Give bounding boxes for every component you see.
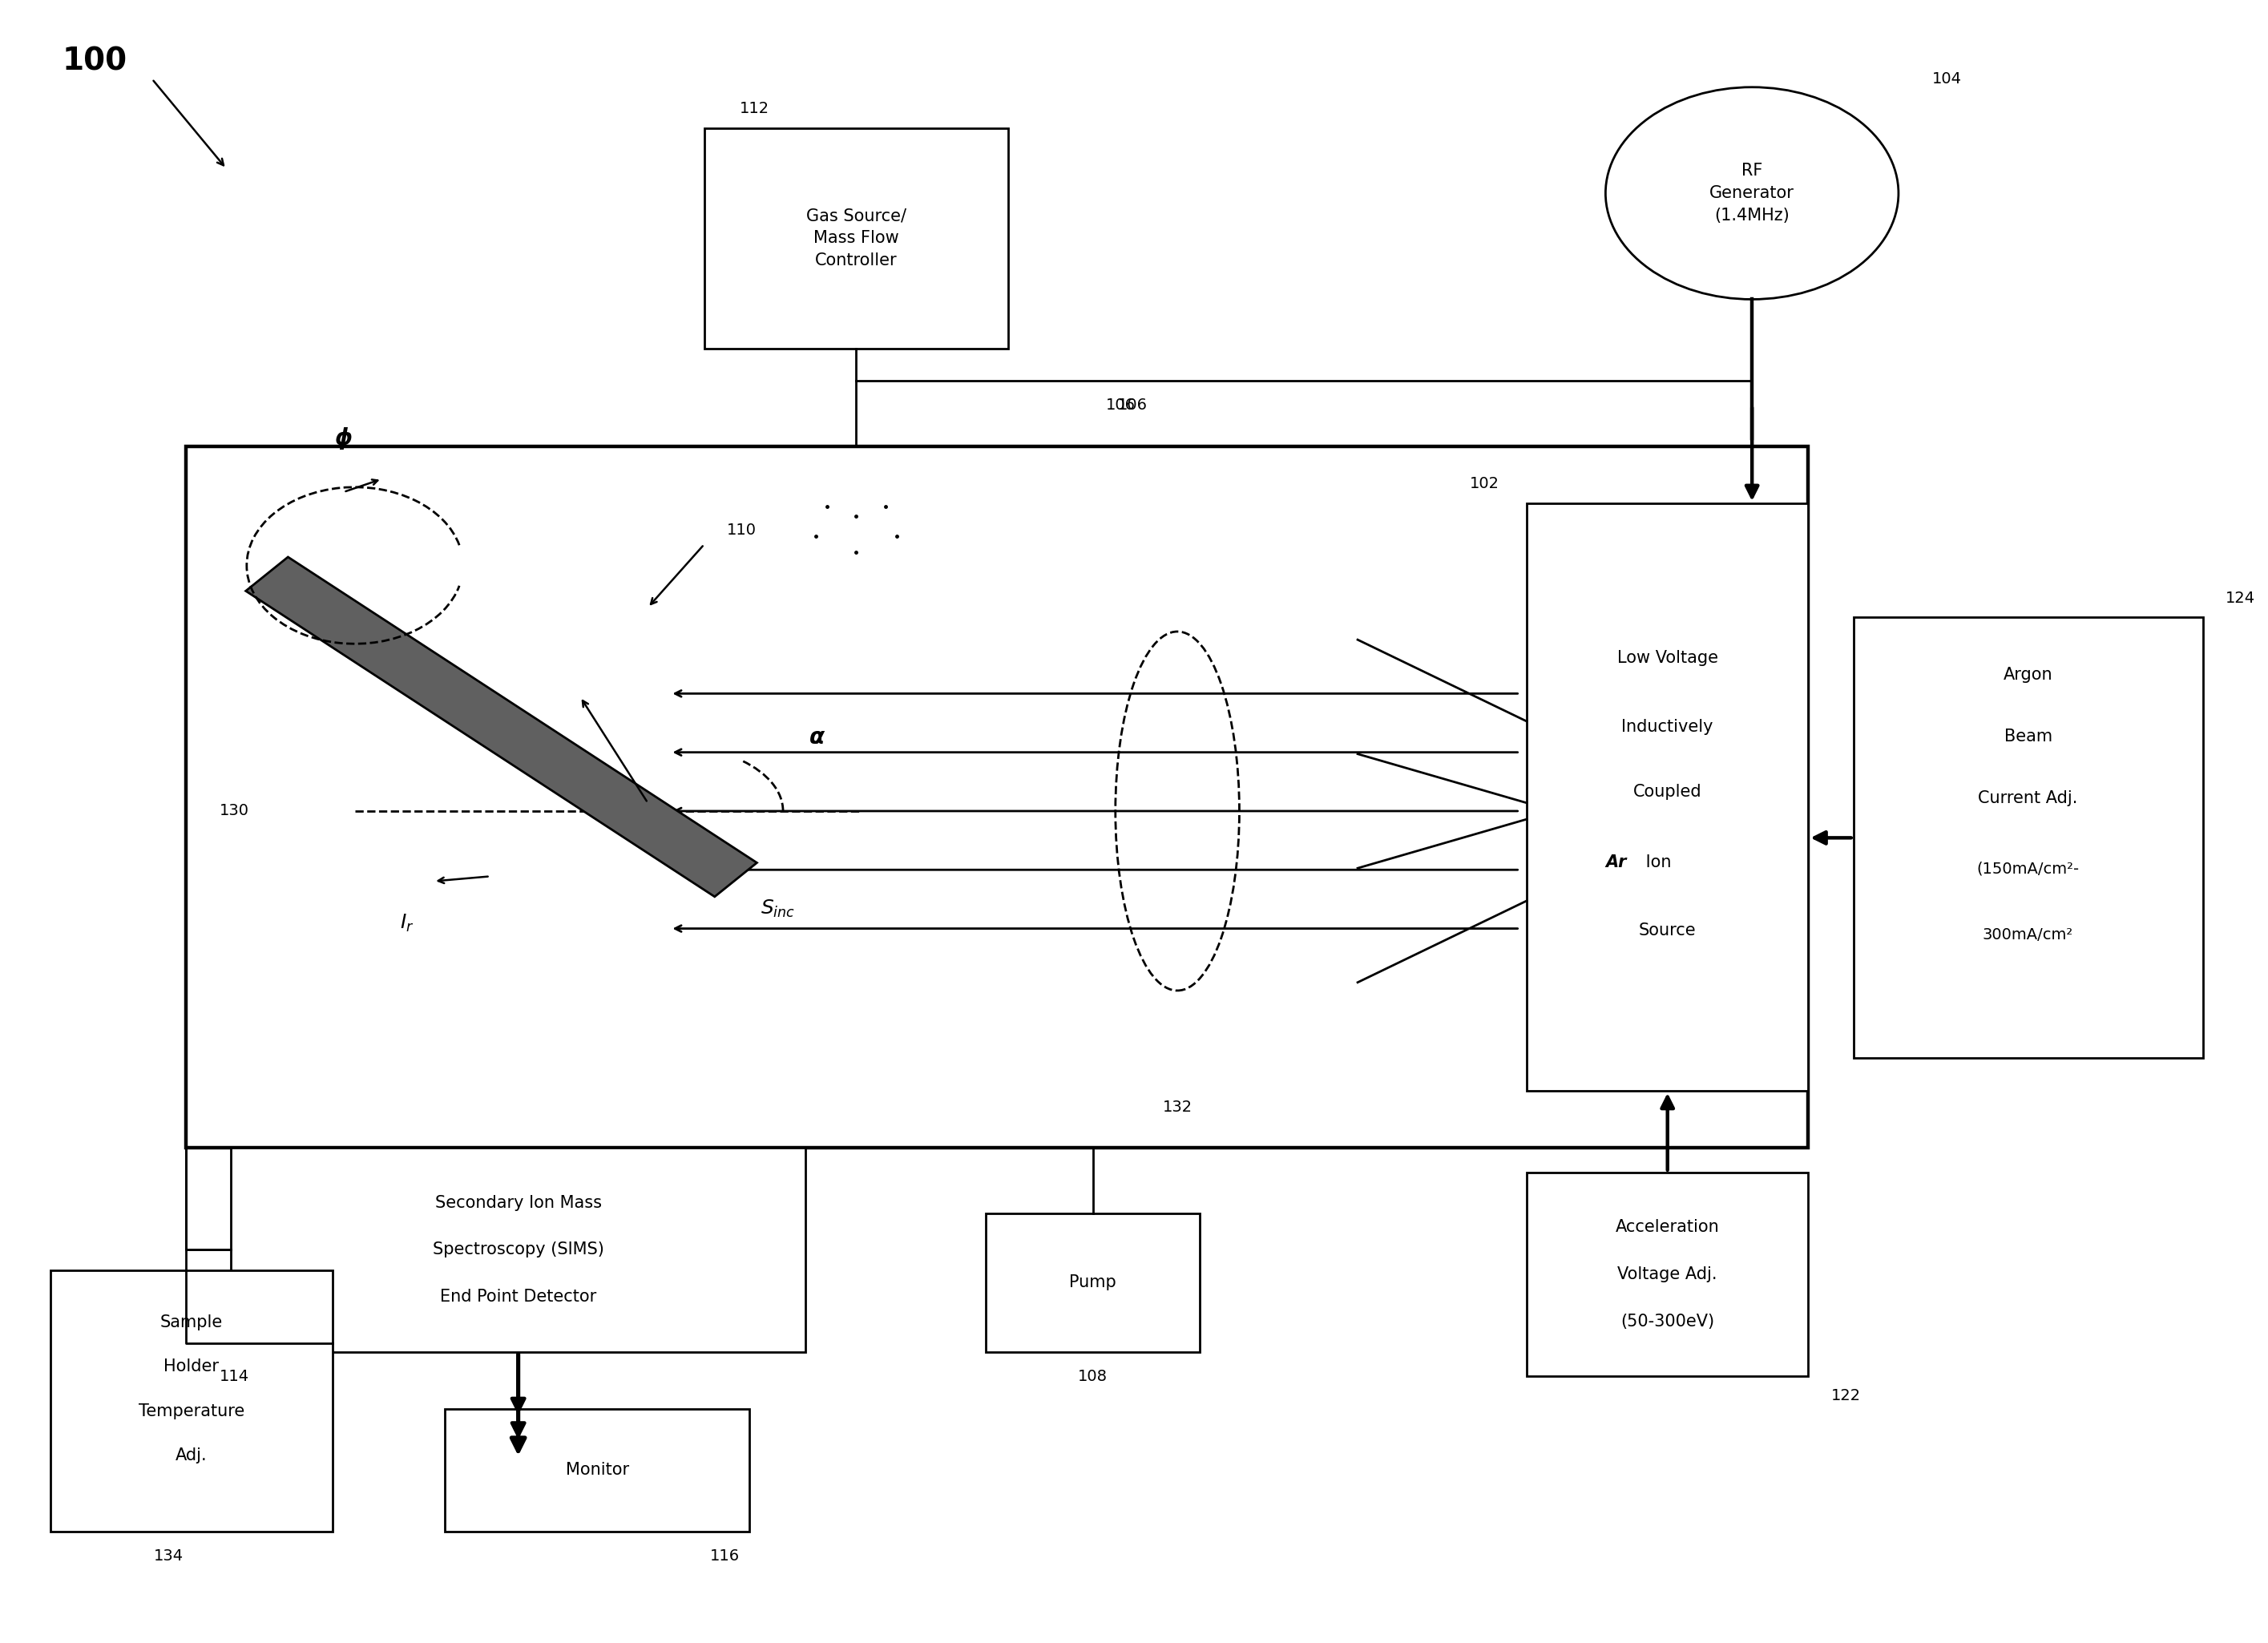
- Text: Gas Source/
Mass Flow
Controller: Gas Source/ Mass Flow Controller: [805, 207, 907, 268]
- Text: $\boldsymbol{I_r}$: $\boldsymbol{I_r}$: [399, 914, 415, 933]
- Text: (50-300eV): (50-300eV): [1622, 1313, 1715, 1329]
- Bar: [445, 1410, 748, 1531]
- Bar: [50, 1270, 333, 1531]
- Text: Low Voltage: Low Voltage: [1617, 651, 1717, 667]
- Bar: [245, 557, 758, 897]
- Text: Pump: Pump: [1068, 1275, 1116, 1290]
- Text: Acceleration: Acceleration: [1615, 1219, 1719, 1236]
- Text: $\boldsymbol{S_{inc}}$: $\boldsymbol{S_{inc}}$: [760, 899, 796, 920]
- Text: Current Adj.: Current Adj.: [1978, 790, 2077, 807]
- Text: Ar: Ar: [1606, 854, 1626, 871]
- Text: 106: 106: [1118, 398, 1148, 412]
- Bar: [1526, 1173, 1808, 1377]
- FancyArrowPatch shape: [154, 81, 225, 166]
- Text: 130: 130: [220, 803, 249, 818]
- Text: 100: 100: [61, 46, 127, 77]
- Text: Holder: Holder: [163, 1359, 220, 1375]
- Text: 116: 116: [710, 1548, 739, 1564]
- Text: Secondary Ion Mass: Secondary Ion Mass: [435, 1194, 601, 1211]
- Text: Argon: Argon: [2003, 667, 2053, 683]
- Text: 102: 102: [1470, 476, 1499, 491]
- Text: Coupled: Coupled: [1633, 784, 1701, 800]
- Bar: [231, 1148, 805, 1352]
- Text: RF
Generator
(1.4MHz): RF Generator (1.4MHz): [1710, 163, 1794, 223]
- Text: Monitor: Monitor: [565, 1462, 628, 1479]
- Text: Temperature: Temperature: [138, 1403, 245, 1420]
- Text: 132: 132: [1163, 1099, 1193, 1114]
- Text: Inductively: Inductively: [1622, 720, 1712, 734]
- Bar: [987, 1213, 1200, 1352]
- Text: 124: 124: [2225, 590, 2254, 606]
- Text: Beam: Beam: [2005, 728, 2053, 744]
- Text: Sample: Sample: [161, 1314, 222, 1331]
- Text: 106: 106: [1107, 398, 1136, 412]
- Text: 110: 110: [726, 522, 755, 537]
- Text: Voltage Adj.: Voltage Adj.: [1617, 1267, 1717, 1282]
- Bar: [703, 128, 1009, 348]
- Text: $\boldsymbol{\alpha}$: $\boldsymbol{\alpha}$: [807, 726, 826, 749]
- Bar: [1853, 618, 2202, 1058]
- Text: 108: 108: [1077, 1369, 1107, 1383]
- Text: Ion: Ion: [1640, 854, 1672, 871]
- Text: Adj.: Adj.: [175, 1447, 206, 1464]
- Text: End Point Detector: End Point Detector: [440, 1288, 596, 1305]
- Text: $\boldsymbol{\phi}$: $\boldsymbol{\phi}$: [333, 426, 354, 452]
- Text: 104: 104: [1932, 71, 1962, 87]
- Text: Source: Source: [1640, 923, 1696, 938]
- Bar: [1526, 503, 1808, 1091]
- Text: 122: 122: [1830, 1388, 1860, 1403]
- Bar: [186, 447, 1808, 1148]
- Text: (150mA/cm²-: (150mA/cm²-: [1978, 861, 2080, 876]
- Text: Spectroscopy (SIMS): Spectroscopy (SIMS): [433, 1242, 603, 1259]
- Text: 300mA/cm²: 300mA/cm²: [1982, 927, 2073, 943]
- Text: 114: 114: [220, 1369, 249, 1383]
- Text: 112: 112: [739, 100, 769, 117]
- Text: 134: 134: [154, 1548, 184, 1564]
